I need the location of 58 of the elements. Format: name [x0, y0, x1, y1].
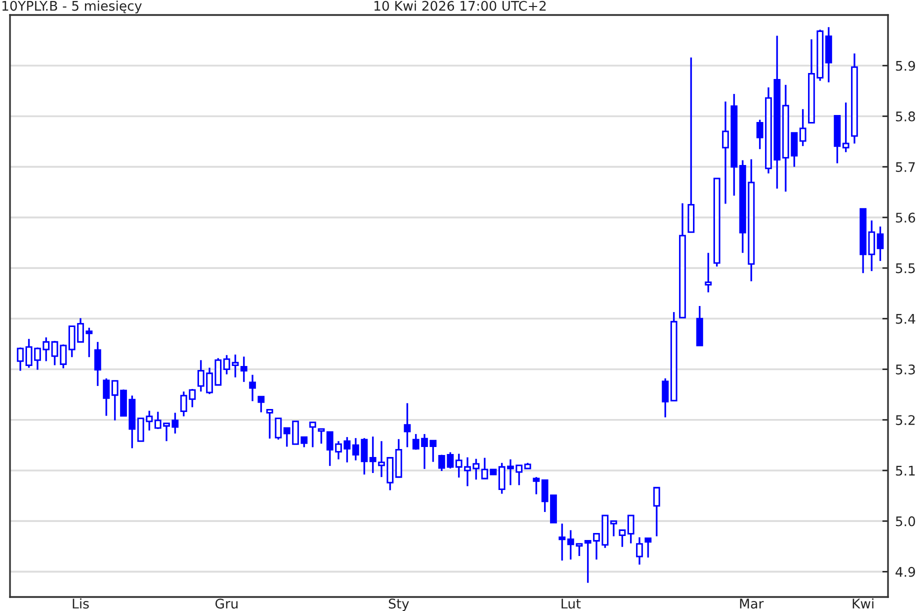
y-tick-label: 5.5: [896, 263, 915, 274]
candlestick: [799, 108, 806, 147]
candlestick: [102, 378, 110, 417]
candlestick: [481, 456, 488, 480]
candlestick: [137, 418, 144, 442]
candlestick: [627, 514, 634, 544]
y-tick-label: 5.0: [896, 516, 916, 526]
y-tick-label: 5.9: [896, 60, 915, 71]
y-tick-label: 5.4: [896, 314, 916, 324]
chart-subtitle: 10 Kwi 2026 17:00 UTC+2: [374, 0, 546, 11]
candlestick: [16, 346, 24, 372]
candlestick: [876, 226, 884, 262]
candlestick: [146, 410, 153, 432]
y-tick-label: 5.2: [896, 415, 915, 426]
candlestick: [576, 543, 583, 557]
x-tick-label: Sty: [388, 598, 409, 611]
candlestick: [446, 451, 454, 470]
candlestick: [558, 522, 566, 562]
x-tick-label: Mar: [740, 598, 764, 609]
candlestick: [404, 402, 411, 448]
candlestick: [352, 437, 360, 462]
y-tick-label: 5.7: [896, 162, 915, 172]
candlestick: [842, 102, 850, 153]
candlestick: [232, 354, 239, 378]
candlestick: [567, 529, 574, 560]
x-tick-label: Kwi: [852, 598, 874, 608]
candlestick: [438, 454, 446, 472]
candlestick: [318, 428, 325, 444]
candlestick: [790, 132, 798, 168]
candlestick: [266, 408, 274, 440]
x-tick-label: Gru: [215, 598, 238, 609]
y-tick-label: 5.1: [896, 466, 915, 476]
candlestick: [94, 341, 102, 387]
chart-title: 10YPLY.B - 5 miesięcy: [2, 0, 142, 14]
candlestick: [662, 378, 669, 418]
candlestick: [180, 390, 188, 418]
candlestick: [188, 388, 196, 408]
candlestick: [644, 537, 652, 558]
candlestick: [240, 356, 248, 383]
candlestick: [274, 418, 282, 440]
candlestick: [223, 354, 230, 376]
y-tick-label: 5.6: [896, 212, 916, 223]
x-tick-label: Lis: [72, 598, 89, 609]
y-tick-label: 5.3: [896, 364, 915, 374]
candlestick: [249, 374, 256, 402]
y-tick-label: 5.8: [896, 111, 916, 122]
candlestick: [653, 486, 660, 538]
candlestick: [60, 344, 67, 370]
candlestick: [636, 536, 643, 566]
candlestick: [360, 437, 368, 476]
candlestick: [51, 340, 58, 366]
candlestick: [309, 422, 316, 448]
x-tick-label: Lut: [562, 598, 581, 609]
candlestick: [258, 396, 265, 414]
y-tick-label: 4.9: [896, 566, 915, 577]
candlestick: [618, 529, 626, 548]
candlestick: [704, 252, 712, 294]
candlestick: [532, 476, 540, 496]
